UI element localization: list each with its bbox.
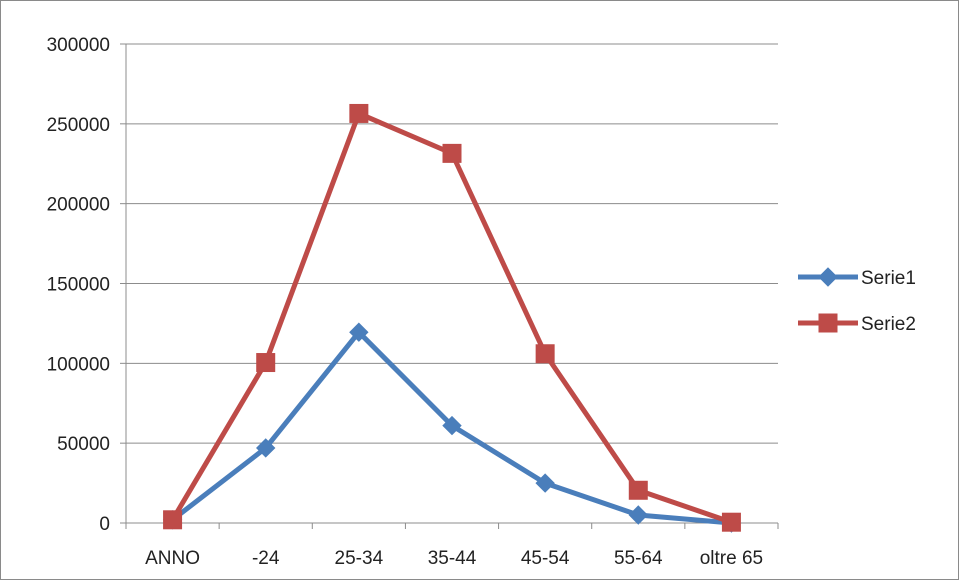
data-point: [349, 322, 369, 342]
gridlines: [126, 43, 778, 444]
x-tick-label: ANNO: [145, 548, 200, 569]
y-tick-label: 0: [99, 514, 110, 535]
x-tick-label: 35-44: [428, 548, 477, 569]
data-point: [721, 512, 741, 532]
legend: Serie1 Serie2: [798, 267, 916, 335]
data-point: [535, 473, 555, 493]
y-tick-label: 300000: [47, 35, 110, 56]
y-tick-label: 50000: [57, 434, 110, 455]
data-point: [628, 505, 648, 525]
data-point: [628, 480, 648, 500]
legend-item-serie1: Serie1: [798, 267, 916, 289]
legend-marker: [818, 313, 838, 333]
data-point: [535, 344, 555, 364]
y-tick-label: 100000: [47, 354, 110, 375]
data-point: [349, 103, 369, 123]
series-line: [170, 110, 733, 525]
x-tick-label: 55-64: [614, 548, 663, 569]
y-tick-label: 250000: [47, 115, 110, 136]
x-tick-label: 45-54: [521, 548, 570, 569]
data-point: [163, 510, 183, 530]
legend-item-serie2: Serie2: [798, 313, 916, 335]
y-axis-tick-labels: 0 50000 100000 150000 200000 250000 300000: [47, 35, 110, 535]
data-point: [442, 415, 462, 436]
x-tick-label: oltre 65: [700, 548, 763, 569]
data-point: [256, 438, 276, 458]
legend-label: Serie2: [861, 314, 916, 335]
y-tick-label: 150000: [47, 275, 110, 296]
data-point: [442, 143, 462, 163]
legend-marker: [818, 267, 838, 287]
series-serie1: [162, 322, 742, 533]
series: [162, 103, 742, 533]
x-axis-tick-labels: ANNO -24 25-34 35-44 45-54 55-64 oltre 65: [145, 548, 763, 569]
y-tick-label: 200000: [47, 195, 110, 216]
axes: [120, 43, 779, 529]
x-tick-label: -24: [252, 548, 280, 569]
data-point: [256, 353, 276, 373]
legend-label: Serie1: [861, 268, 916, 289]
x-tick-label: 25-34: [335, 548, 384, 569]
series-serie2: [163, 103, 741, 532]
